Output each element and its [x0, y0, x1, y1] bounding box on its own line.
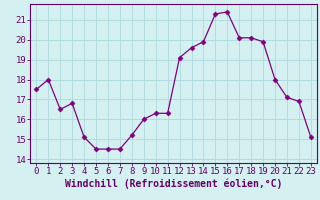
X-axis label: Windchill (Refroidissement éolien,°C): Windchill (Refroidissement éolien,°C): [65, 179, 282, 189]
